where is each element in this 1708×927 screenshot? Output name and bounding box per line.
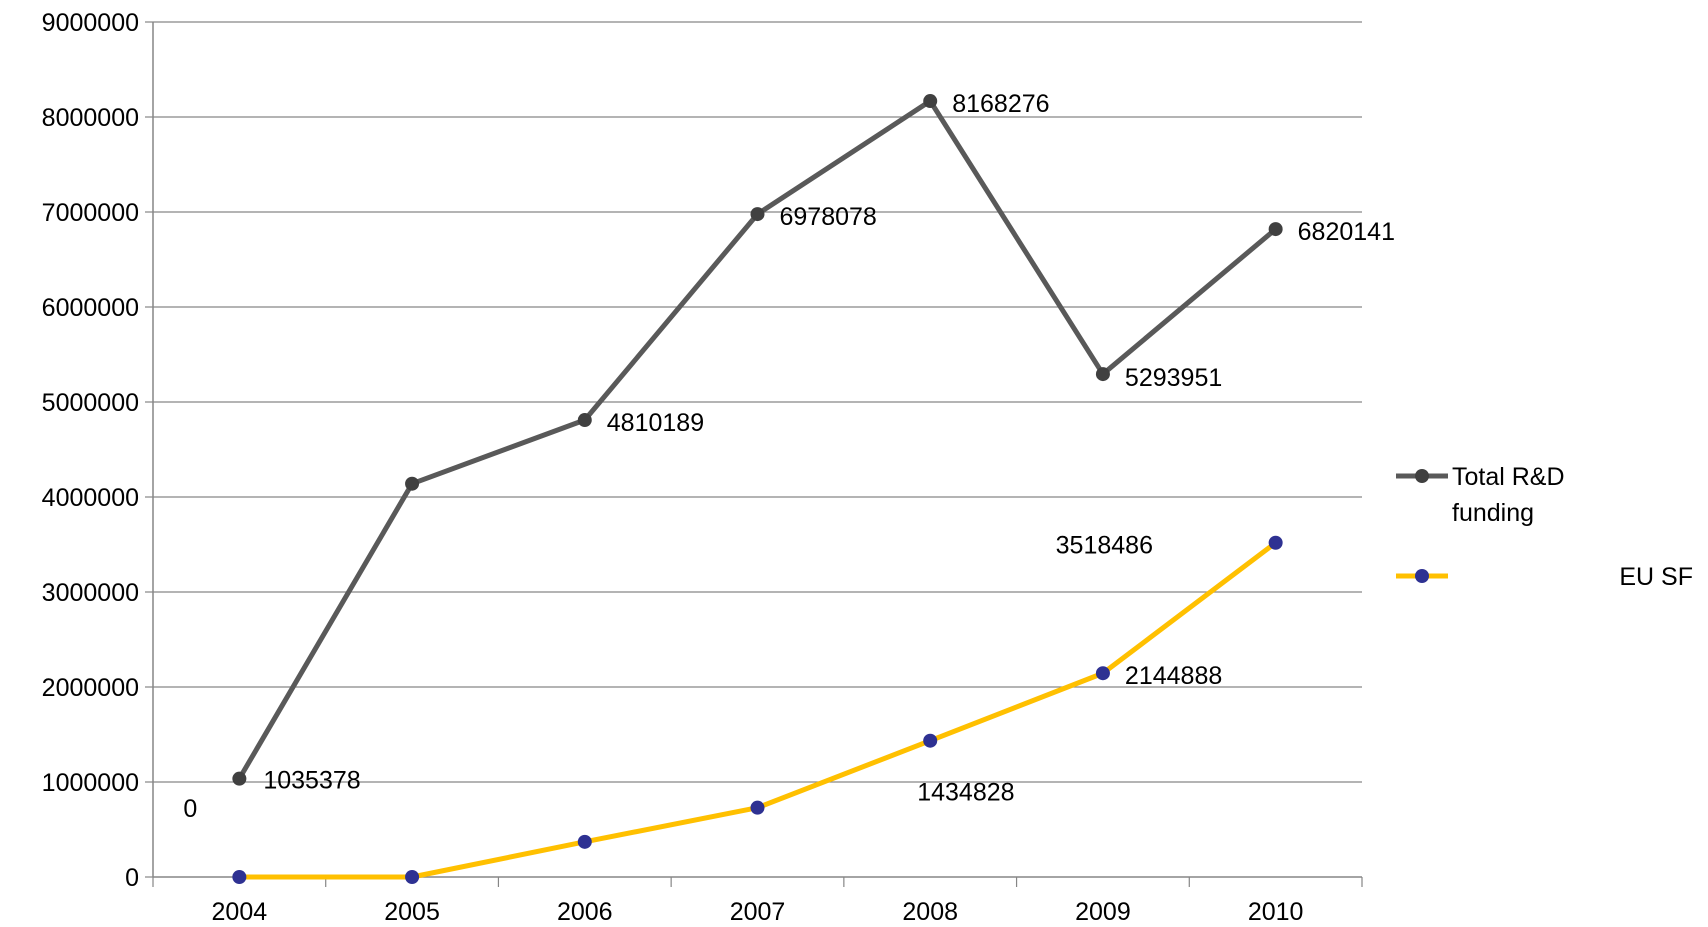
data-point	[1095, 666, 1110, 681]
data-labels: 1035378 4810189 6978078 8168276 5293951 68201…	[183, 90, 1395, 823]
legend: Total R&D funding EU SF	[1396, 463, 1693, 591]
data-label: 4810189	[607, 409, 704, 437]
series-points	[232, 94, 1283, 884]
series-line	[237, 98, 1278, 780]
legend-label: funding	[1452, 499, 1534, 527]
series-line	[239, 540, 1278, 880]
x-tick-label: 2009	[1075, 898, 1131, 926]
x-tick-label: 2006	[557, 898, 613, 926]
data-point	[750, 207, 765, 222]
x-tick-label: 2008	[902, 898, 958, 926]
data-label: 0	[183, 795, 197, 823]
x-tick-label: 2010	[1248, 898, 1304, 926]
data-point	[577, 834, 592, 849]
data-label: 1035378	[263, 767, 360, 795]
x-tick-label: 2005	[384, 898, 440, 926]
y-tick-label: 3000000	[42, 579, 139, 607]
data-point	[923, 733, 938, 748]
legend-swatch-marker	[1415, 469, 1429, 483]
legend-label: Total R&D	[1452, 463, 1565, 491]
y-tick-label: 5000000	[42, 389, 139, 417]
data-label: 2144888	[1125, 662, 1222, 690]
data-label: 8168276	[952, 90, 1049, 118]
y-tick-label: 4000000	[42, 484, 139, 512]
x-axis-ticks: 2004 2005 2006 2007 2008 2009 2010	[152, 877, 1363, 926]
data-label: 6820141	[1298, 218, 1395, 246]
data-point	[750, 800, 765, 815]
data-point	[923, 94, 938, 109]
data-point	[232, 771, 247, 786]
y-axis-ticks: 0 1000000 2000000 3000000 4000000 5000000 6000…	[42, 9, 153, 892]
y-tick-label: 0	[125, 864, 139, 892]
y-tick-label: 6000000	[42, 294, 139, 322]
data-label: 1434828	[917, 779, 1014, 807]
gridlines	[153, 21, 1362, 783]
x-tick-label: 2004	[212, 898, 268, 926]
data-label: 3518486	[1056, 532, 1153, 560]
data-point	[1268, 222, 1283, 237]
data-point	[405, 870, 420, 884]
axes	[152, 22, 1362, 878]
y-tick-label: 1000000	[42, 769, 139, 797]
data-point	[577, 413, 592, 428]
data-point	[405, 476, 420, 491]
data-label: 6978078	[780, 203, 877, 231]
y-tick-label: 8000000	[42, 104, 139, 132]
y-tick-label: 9000000	[42, 9, 139, 37]
x-tick-label: 2007	[730, 898, 786, 926]
data-label: 5293951	[1125, 364, 1222, 392]
data-point	[1095, 367, 1110, 382]
data-point	[232, 870, 247, 884]
legend-swatch-marker	[1415, 569, 1429, 583]
data-point	[1268, 535, 1283, 550]
y-tick-label: 2000000	[42, 674, 139, 702]
y-tick-label: 7000000	[42, 199, 139, 227]
legend-label: EU SF	[1619, 563, 1693, 591]
